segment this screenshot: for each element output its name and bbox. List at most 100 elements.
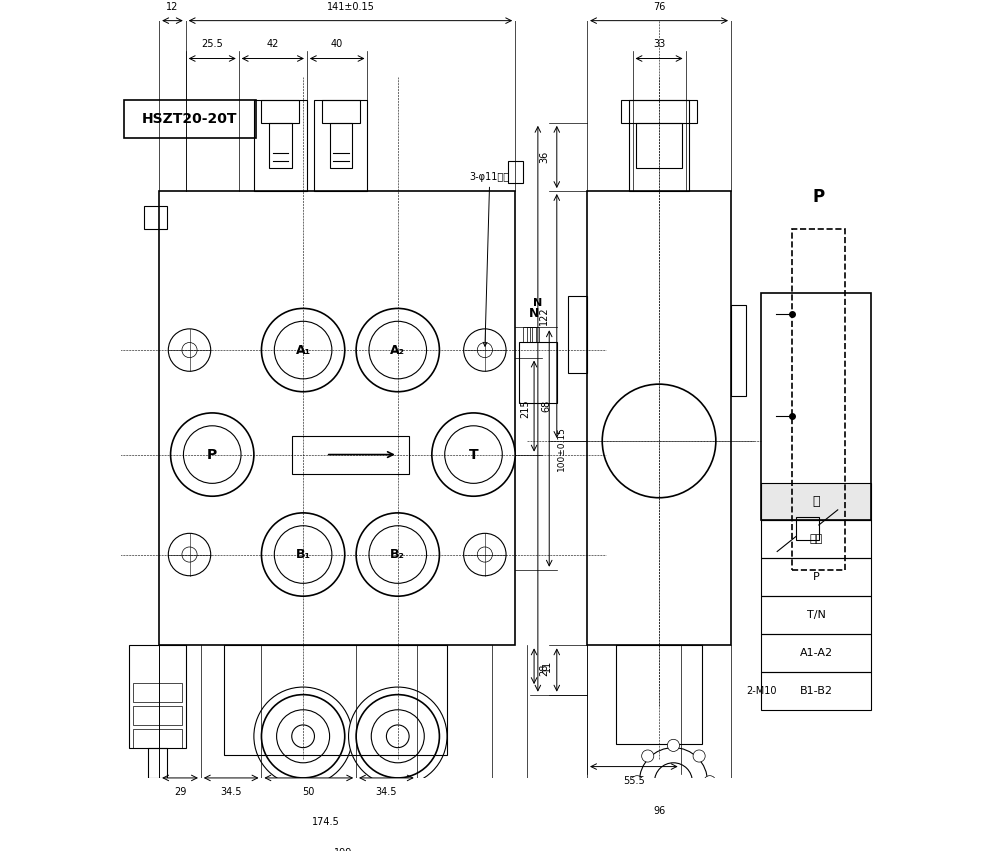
Circle shape xyxy=(667,740,679,751)
Text: A1-A2: A1-A2 xyxy=(800,648,833,658)
Bar xyxy=(159,191,515,645)
Text: 199: 199 xyxy=(334,848,352,851)
Bar xyxy=(124,100,256,138)
Bar xyxy=(523,328,532,342)
Bar xyxy=(568,295,587,373)
Text: 76: 76 xyxy=(653,2,665,12)
Text: B₂: B₂ xyxy=(390,548,405,561)
Circle shape xyxy=(445,426,502,483)
Text: 141±0.15: 141±0.15 xyxy=(326,2,374,12)
Circle shape xyxy=(274,322,332,379)
Bar xyxy=(587,191,731,645)
Text: 68: 68 xyxy=(542,400,552,412)
Text: T/N: T/N xyxy=(807,610,826,620)
Circle shape xyxy=(261,308,345,391)
Text: 33: 33 xyxy=(653,39,665,49)
Text: 3-φ11通孔: 3-φ11通孔 xyxy=(470,172,510,346)
Circle shape xyxy=(477,547,492,563)
Text: N: N xyxy=(529,306,539,320)
Circle shape xyxy=(182,547,197,563)
Circle shape xyxy=(639,748,707,816)
Circle shape xyxy=(369,322,427,379)
Circle shape xyxy=(349,687,447,785)
Text: B₁: B₁ xyxy=(296,548,311,561)
Text: B1-B2: B1-B2 xyxy=(800,686,833,696)
Bar xyxy=(792,229,845,569)
Bar xyxy=(761,672,871,710)
Bar xyxy=(261,100,299,123)
Text: 阀: 阀 xyxy=(812,495,820,508)
Bar xyxy=(761,294,871,521)
Text: 34.5: 34.5 xyxy=(376,787,397,797)
Circle shape xyxy=(356,694,439,778)
Text: 36: 36 xyxy=(539,151,549,163)
Circle shape xyxy=(261,513,345,597)
Bar xyxy=(629,100,689,191)
Circle shape xyxy=(477,342,492,357)
Bar xyxy=(761,558,871,597)
Text: A₁: A₁ xyxy=(296,344,311,357)
Circle shape xyxy=(464,534,506,576)
Bar xyxy=(761,521,871,558)
Circle shape xyxy=(602,384,716,498)
Circle shape xyxy=(693,750,705,762)
Text: N: N xyxy=(533,299,542,308)
Bar xyxy=(731,305,746,396)
Circle shape xyxy=(667,812,679,824)
Bar xyxy=(129,645,186,748)
Text: 96: 96 xyxy=(653,806,665,816)
Text: 55.5: 55.5 xyxy=(623,775,645,785)
Bar xyxy=(796,517,819,540)
Bar xyxy=(296,785,311,793)
Circle shape xyxy=(371,710,424,762)
Bar xyxy=(224,645,447,755)
Text: T: T xyxy=(469,448,478,461)
Circle shape xyxy=(464,328,506,371)
Bar xyxy=(761,634,871,672)
Bar xyxy=(527,328,536,342)
Text: 100±0.15: 100±0.15 xyxy=(557,426,566,471)
Text: 11: 11 xyxy=(542,660,552,672)
Bar xyxy=(330,123,352,168)
Bar xyxy=(390,785,405,793)
Bar xyxy=(292,778,314,785)
Circle shape xyxy=(356,513,439,597)
Text: 34.5: 34.5 xyxy=(220,787,242,797)
Circle shape xyxy=(693,802,705,814)
Text: 12: 12 xyxy=(166,2,179,12)
Text: 29: 29 xyxy=(174,787,186,797)
Text: 2-M10: 2-M10 xyxy=(746,686,777,696)
Text: P: P xyxy=(813,572,820,582)
Bar xyxy=(322,100,360,123)
Circle shape xyxy=(171,413,254,496)
Bar xyxy=(761,483,871,521)
Text: HSZT20-20T: HSZT20-20T xyxy=(142,112,238,126)
Circle shape xyxy=(168,534,211,576)
Circle shape xyxy=(432,413,515,496)
Circle shape xyxy=(182,342,197,357)
Circle shape xyxy=(369,526,427,583)
Bar xyxy=(616,645,702,744)
Circle shape xyxy=(356,308,439,391)
Circle shape xyxy=(261,694,345,778)
Bar xyxy=(636,123,682,168)
Circle shape xyxy=(277,710,330,762)
Bar xyxy=(292,436,409,473)
Bar xyxy=(254,100,307,191)
Circle shape xyxy=(168,328,211,371)
Circle shape xyxy=(654,762,692,801)
Text: 122: 122 xyxy=(539,306,549,325)
Bar xyxy=(269,123,292,168)
Text: 174.5: 174.5 xyxy=(312,817,340,827)
Text: P: P xyxy=(812,188,824,206)
Text: 接口: 接口 xyxy=(810,534,823,545)
Circle shape xyxy=(642,802,654,814)
Text: A₂: A₂ xyxy=(390,344,405,357)
Bar xyxy=(148,748,167,778)
Text: 215: 215 xyxy=(520,399,530,418)
Bar xyxy=(133,728,182,748)
Bar xyxy=(530,328,539,342)
Bar xyxy=(144,206,167,229)
Text: P: P xyxy=(207,448,217,461)
Text: 50: 50 xyxy=(303,787,315,797)
